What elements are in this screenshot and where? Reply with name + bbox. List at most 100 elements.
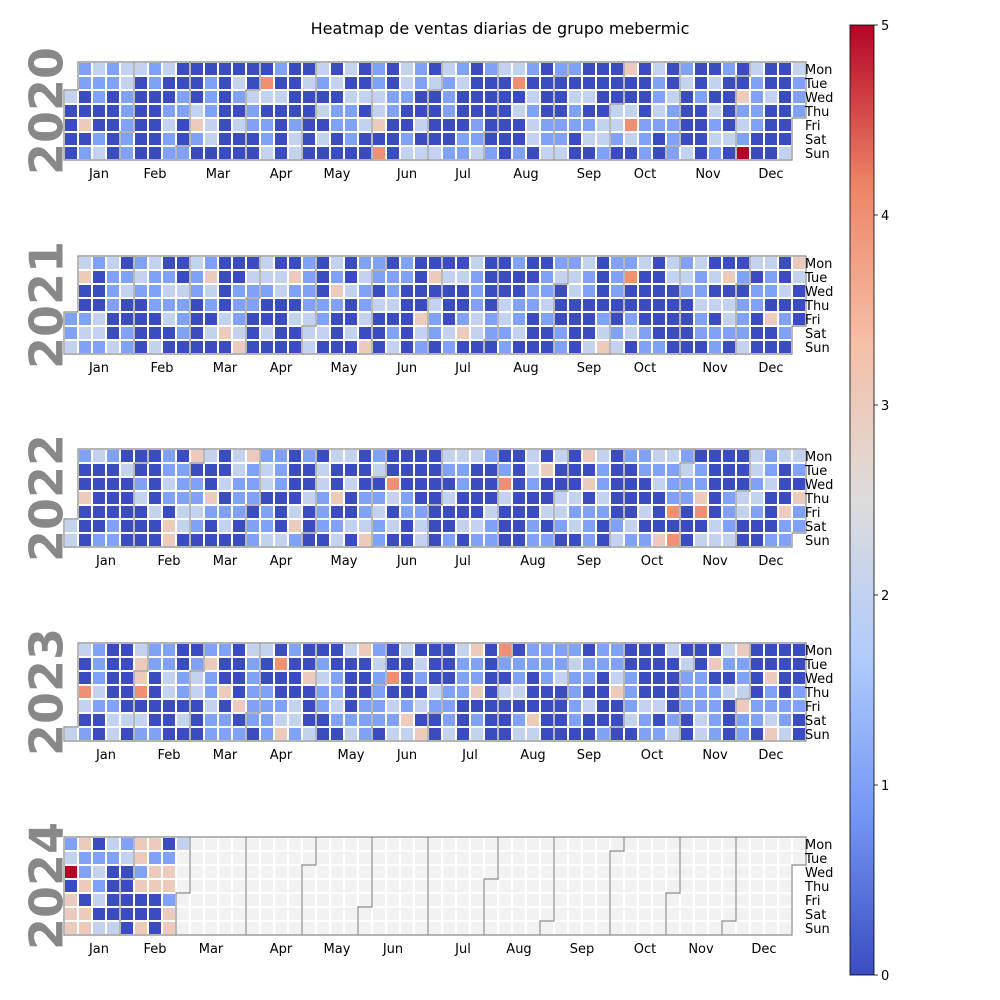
day-cell	[737, 147, 749, 159]
day-cell	[625, 147, 637, 159]
day-cell	[709, 728, 721, 740]
day-cell	[541, 63, 553, 75]
day-cell	[667, 313, 679, 325]
day-cell	[345, 285, 357, 297]
day-cell	[93, 534, 105, 546]
day-cell	[345, 880, 357, 892]
day-cell	[513, 450, 525, 462]
day-cell	[597, 147, 609, 159]
day-cell	[737, 77, 749, 89]
day-cell	[723, 450, 735, 462]
day-cell	[163, 285, 175, 297]
day-cell	[485, 257, 497, 269]
day-cell	[107, 299, 119, 311]
day-cell	[219, 506, 231, 518]
day-cell	[135, 105, 147, 117]
day-cell	[289, 271, 301, 283]
day-cell	[275, 450, 287, 462]
day-cell	[373, 520, 385, 532]
day-cell	[429, 506, 441, 518]
day-cell	[443, 105, 455, 117]
day-cell	[457, 341, 469, 353]
day-cell	[527, 63, 539, 75]
day-cell	[261, 478, 273, 490]
month-label: Aug	[520, 748, 545, 763]
colorbar-tick-label: 0	[881, 969, 889, 984]
day-cell	[191, 672, 203, 684]
day-cell	[331, 119, 343, 131]
day-cell	[135, 922, 147, 934]
month-label: May	[331, 554, 358, 569]
day-cell	[205, 271, 217, 283]
day-cell	[233, 147, 245, 159]
day-cell	[751, 341, 763, 353]
day-cell	[219, 63, 231, 75]
day-cell	[401, 478, 413, 490]
day-cell	[205, 464, 217, 476]
day-cell	[569, 271, 581, 283]
day-cell	[261, 105, 273, 117]
day-cell	[247, 147, 259, 159]
day-cell	[289, 700, 301, 712]
day-cell	[149, 271, 161, 283]
day-cell	[667, 77, 679, 89]
day-cell	[555, 894, 567, 906]
day-cell	[555, 658, 567, 670]
day-cell	[429, 686, 441, 698]
day-cell	[709, 77, 721, 89]
day-cell	[471, 852, 483, 864]
day-cell	[485, 91, 497, 103]
day-cell	[639, 866, 651, 878]
day-cell	[723, 341, 735, 353]
day-cell	[359, 700, 371, 712]
day-cell	[555, 450, 567, 462]
day-cell	[625, 271, 637, 283]
day-cell	[331, 147, 343, 159]
day-cell	[639, 478, 651, 490]
day-cell	[275, 133, 287, 145]
day-cell	[331, 327, 343, 339]
day-cell	[653, 866, 665, 878]
month-boundary	[679, 449, 695, 547]
day-cell	[303, 534, 315, 546]
day-cell	[555, 534, 567, 546]
day-cell	[359, 686, 371, 698]
day-cell	[541, 894, 553, 906]
day-cell	[709, 700, 721, 712]
day-cell	[317, 450, 329, 462]
month-boundary	[609, 449, 625, 547]
weekday-label: Mon	[805, 450, 832, 465]
day-cell	[191, 714, 203, 726]
day-cell	[401, 341, 413, 353]
day-cell	[261, 506, 273, 518]
day-cell	[611, 105, 623, 117]
day-cell	[597, 63, 609, 75]
day-cell	[191, 880, 203, 892]
day-cell	[653, 728, 665, 740]
day-cell	[247, 728, 259, 740]
day-cell	[149, 133, 161, 145]
day-cell	[541, 922, 553, 934]
day-cell	[611, 658, 623, 670]
day-cell	[303, 327, 315, 339]
day-cell	[527, 133, 539, 145]
day-cell	[345, 77, 357, 89]
day-cell	[415, 728, 427, 740]
day-cell	[667, 147, 679, 159]
weekday-label: Fri	[805, 119, 821, 134]
weekday-label: Fri	[805, 313, 821, 328]
day-cell	[93, 922, 105, 934]
day-cell	[135, 534, 147, 546]
day-cell	[205, 644, 217, 656]
day-cell	[485, 327, 497, 339]
day-cell	[233, 838, 245, 850]
day-cell	[387, 147, 399, 159]
day-cell	[499, 257, 511, 269]
day-cell	[583, 852, 595, 864]
day-cell	[135, 866, 147, 878]
day-cell	[121, 257, 133, 269]
day-cell	[485, 147, 497, 159]
day-cell	[541, 658, 553, 670]
day-cell	[359, 464, 371, 476]
